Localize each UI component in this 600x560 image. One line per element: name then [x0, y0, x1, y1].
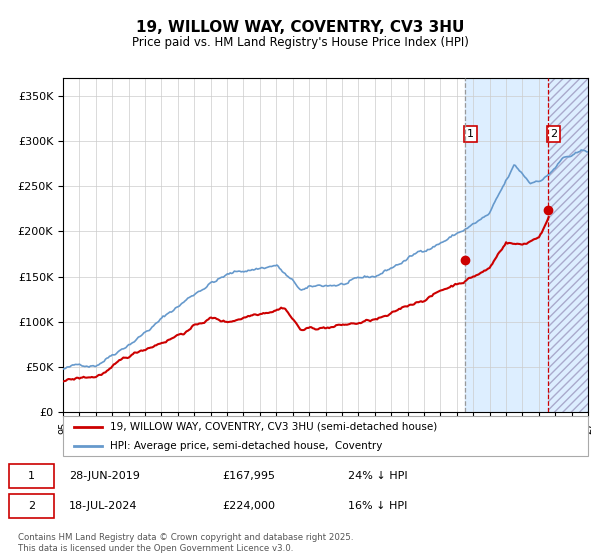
- Bar: [548, 78, 588, 412]
- FancyBboxPatch shape: [63, 416, 588, 456]
- Text: 1: 1: [467, 129, 474, 139]
- FancyBboxPatch shape: [9, 464, 54, 488]
- Text: 28-JUN-2019: 28-JUN-2019: [69, 471, 140, 481]
- Text: Contains HM Land Registry data © Crown copyright and database right 2025.
This d: Contains HM Land Registry data © Crown c…: [18, 533, 353, 553]
- Text: 19, WILLOW WAY, COVENTRY, CV3 3HU (semi-detached house): 19, WILLOW WAY, COVENTRY, CV3 3HU (semi-…: [110, 422, 437, 432]
- Text: 19, WILLOW WAY, COVENTRY, CV3 3HU: 19, WILLOW WAY, COVENTRY, CV3 3HU: [136, 20, 464, 35]
- Text: 1: 1: [28, 471, 35, 481]
- Text: £224,000: £224,000: [222, 501, 275, 511]
- Text: 18-JUL-2024: 18-JUL-2024: [69, 501, 137, 511]
- Text: HPI: Average price, semi-detached house,  Coventry: HPI: Average price, semi-detached house,…: [110, 441, 383, 450]
- Text: 2: 2: [550, 129, 557, 139]
- Text: 2: 2: [28, 501, 35, 511]
- Bar: [465, 78, 588, 412]
- Text: 16% ↓ HPI: 16% ↓ HPI: [348, 501, 407, 511]
- Text: £167,995: £167,995: [222, 471, 275, 481]
- FancyBboxPatch shape: [9, 494, 54, 518]
- Text: 24% ↓ HPI: 24% ↓ HPI: [348, 471, 407, 481]
- Text: Price paid vs. HM Land Registry's House Price Index (HPI): Price paid vs. HM Land Registry's House …: [131, 36, 469, 49]
